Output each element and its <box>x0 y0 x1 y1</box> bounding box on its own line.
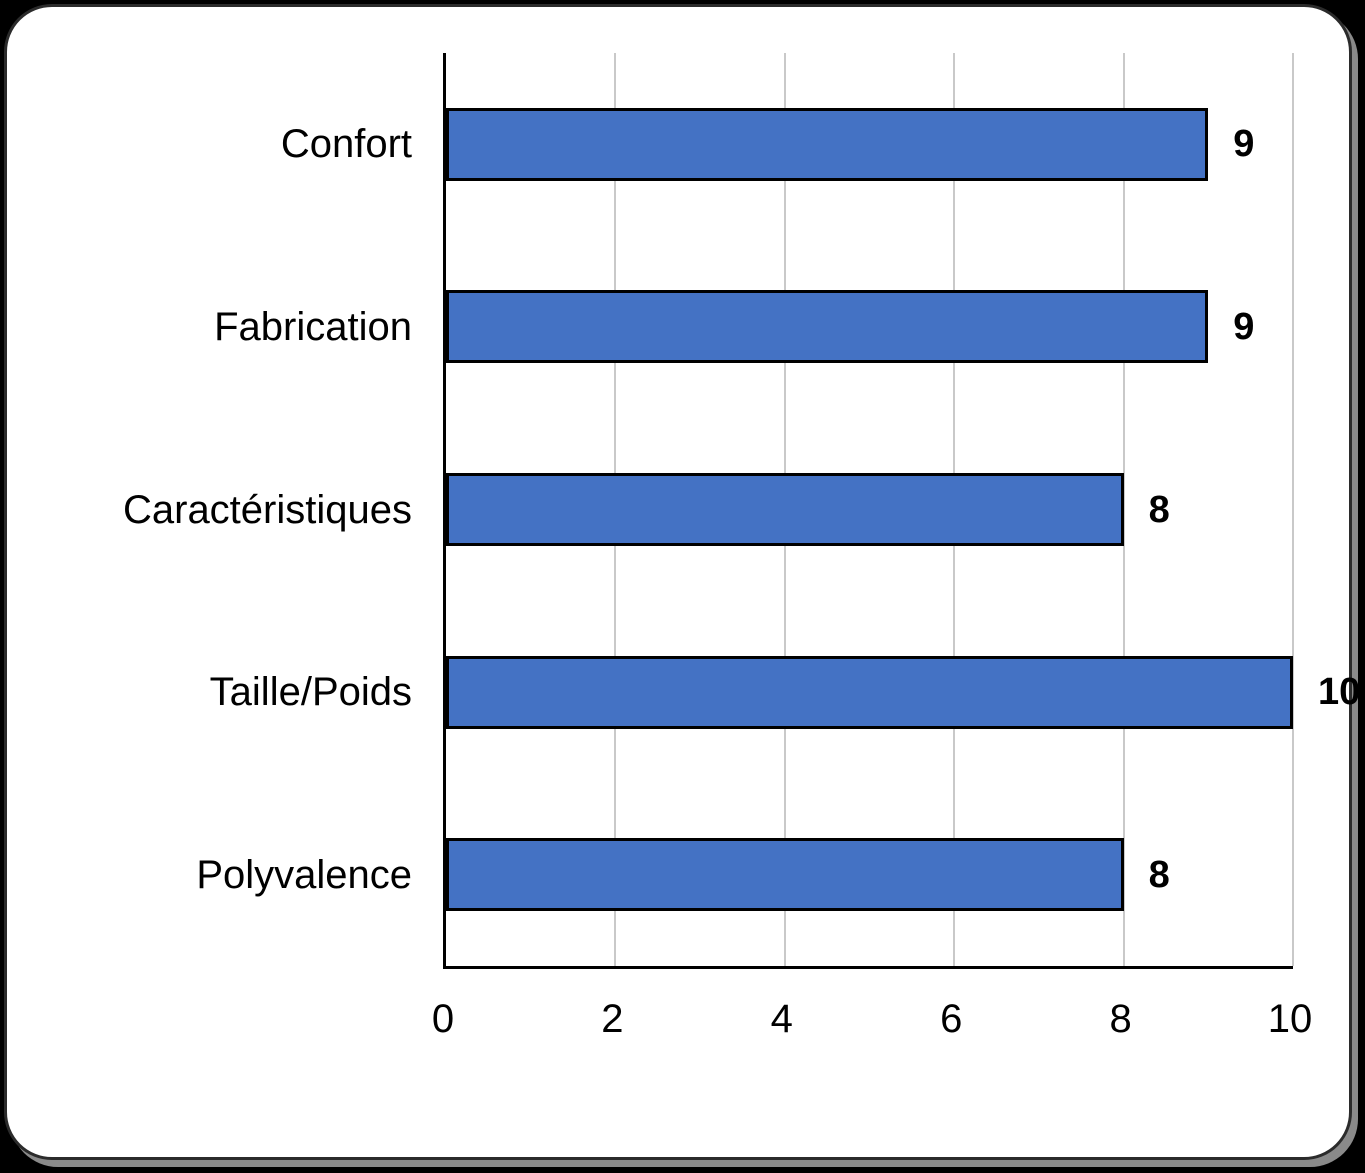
x-tick-label: 6 <box>940 997 963 1041</box>
data-label: 9 <box>1233 305 1255 348</box>
x-tick-label: 2 <box>601 997 624 1041</box>
data-label: 10 <box>1318 671 1361 714</box>
category-label: Fabrication <box>214 304 412 349</box>
gridline-x-10 <box>1292 53 1294 966</box>
chart-card: Confort Fabrication Caractéristiques Taille… <box>4 4 1360 1160</box>
data-label: 8 <box>1148 853 1170 896</box>
gridline-x-8 <box>1122 53 1125 966</box>
bar-fabrication <box>446 290 1209 364</box>
category-label: Taille/Poids <box>209 670 412 715</box>
x-tick-label: 4 <box>770 997 793 1041</box>
data-label: 8 <box>1148 488 1170 531</box>
x-tick-label: 10 <box>1267 997 1313 1041</box>
bar-taille-poids <box>446 655 1293 729</box>
category-label: Caractéristiques <box>122 487 412 532</box>
x-tick-label: 8 <box>1109 997 1132 1041</box>
bar-caract-ristiques <box>446 473 1124 546</box>
data-label: 9 <box>1233 123 1255 166</box>
bar-confort <box>446 107 1209 181</box>
category-label: Polyvalence <box>196 852 412 897</box>
x-tick-label: 0 <box>431 997 455 1041</box>
category-label: Confort <box>280 122 412 167</box>
plot-area <box>443 53 1294 969</box>
bar-polyvalence <box>446 838 1124 912</box>
